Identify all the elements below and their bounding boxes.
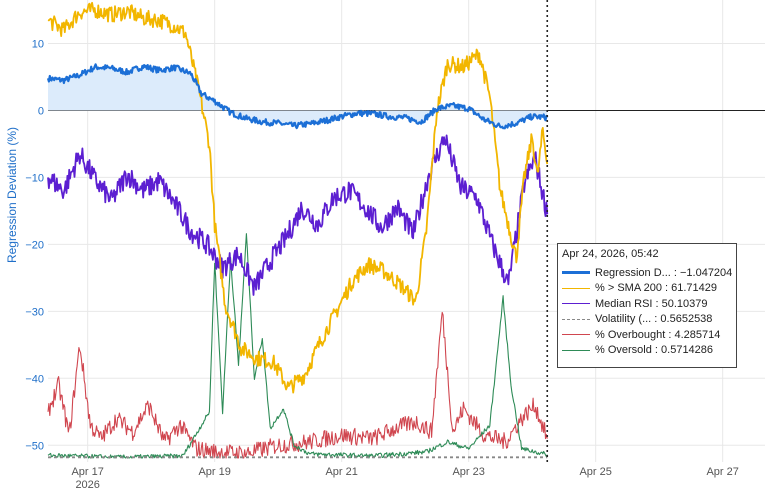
x-tick-label: Apr 23 <box>452 466 484 478</box>
x-tick-label: Apr 27 <box>706 466 738 478</box>
tooltip-row-value: −1.047204 <box>679 266 733 279</box>
tooltip-row-label: % Oversold : <box>595 344 662 357</box>
y-axis-ticks: 10 0 −10 −20 −30 −40 −50 <box>25 39 44 453</box>
series-line-median-rsi[interactable] <box>47 134 549 296</box>
legend-swatch <box>562 349 590 351</box>
regression-fill-area <box>48 64 548 129</box>
tooltip-row-label: Median RSI : <box>595 297 662 310</box>
legend-swatch <box>562 303 590 305</box>
grid <box>48 0 765 462</box>
tooltip-row-label: % > SMA 200 : <box>595 282 672 295</box>
tooltip-row-value: 50.10379 <box>661 297 708 310</box>
tooltip-row-label: % Overbought : <box>595 328 675 341</box>
x-tick-label: Apr 17 <box>71 466 103 478</box>
tooltip-row: % Oversold : 0.5714286 <box>562 343 732 359</box>
series-lines <box>46 1 549 459</box>
tooltip-row-value: 0.5652538 <box>660 313 713 326</box>
x-year-label: 2026 <box>75 479 99 488</box>
y-tick-label: 0 <box>38 105 44 117</box>
area-fills <box>48 64 548 129</box>
y-tick-label: −20 <box>25 239 44 251</box>
x-tick-label: Apr 19 <box>198 466 230 478</box>
tooltip-row: Volatility (... : 0.5652538 <box>562 312 732 328</box>
x-tick-label: Apr 25 <box>579 466 611 478</box>
series-line-sma-200[interactable] <box>47 1 549 394</box>
tooltip-row-label: Regression D... : <box>595 266 680 279</box>
series-line-regression-d[interactable] <box>46 63 549 130</box>
hover-tooltip: Apr 24, 2026, 05:42 Regression D... : −1… <box>557 243 737 368</box>
tooltip-row: Median RSI : 50.10379 <box>562 296 732 312</box>
tooltip-row-value: 4.285714 <box>674 328 721 341</box>
tooltip-row-value: 0.5714286 <box>661 344 714 357</box>
y-tick-label: −40 <box>25 373 44 385</box>
y-tick-label: −10 <box>25 172 44 184</box>
tooltip-rows: Regression D... : −1.047204% > SMA 200 :… <box>562 265 732 358</box>
tooltip-row: % Overbought : 4.285714 <box>562 327 732 343</box>
y-tick-label: −50 <box>25 440 44 452</box>
y-axis-label: Regression Deviation (%) <box>5 127 19 263</box>
legend-swatch <box>562 334 590 336</box>
y-tick-label: 10 <box>32 39 44 51</box>
series-line-overbought[interactable] <box>47 311 548 459</box>
tooltip-row: Regression D... : −1.047204 <box>562 265 732 281</box>
legend-swatch <box>562 287 590 289</box>
y-tick-label: −30 <box>25 306 44 318</box>
legend-swatch <box>562 271 590 275</box>
legend-swatch <box>562 318 590 320</box>
series-line-oversold[interactable] <box>47 233 548 459</box>
tooltip-row-label: Volatility (... : <box>595 313 661 326</box>
tooltip-title: Apr 24, 2026, 05:42 <box>562 248 659 260</box>
tooltip-row: % > SMA 200 : 61.71429 <box>562 281 732 297</box>
tooltip-row-value: 61.71429 <box>671 282 718 295</box>
x-tick-label: Apr 21 <box>325 466 357 478</box>
